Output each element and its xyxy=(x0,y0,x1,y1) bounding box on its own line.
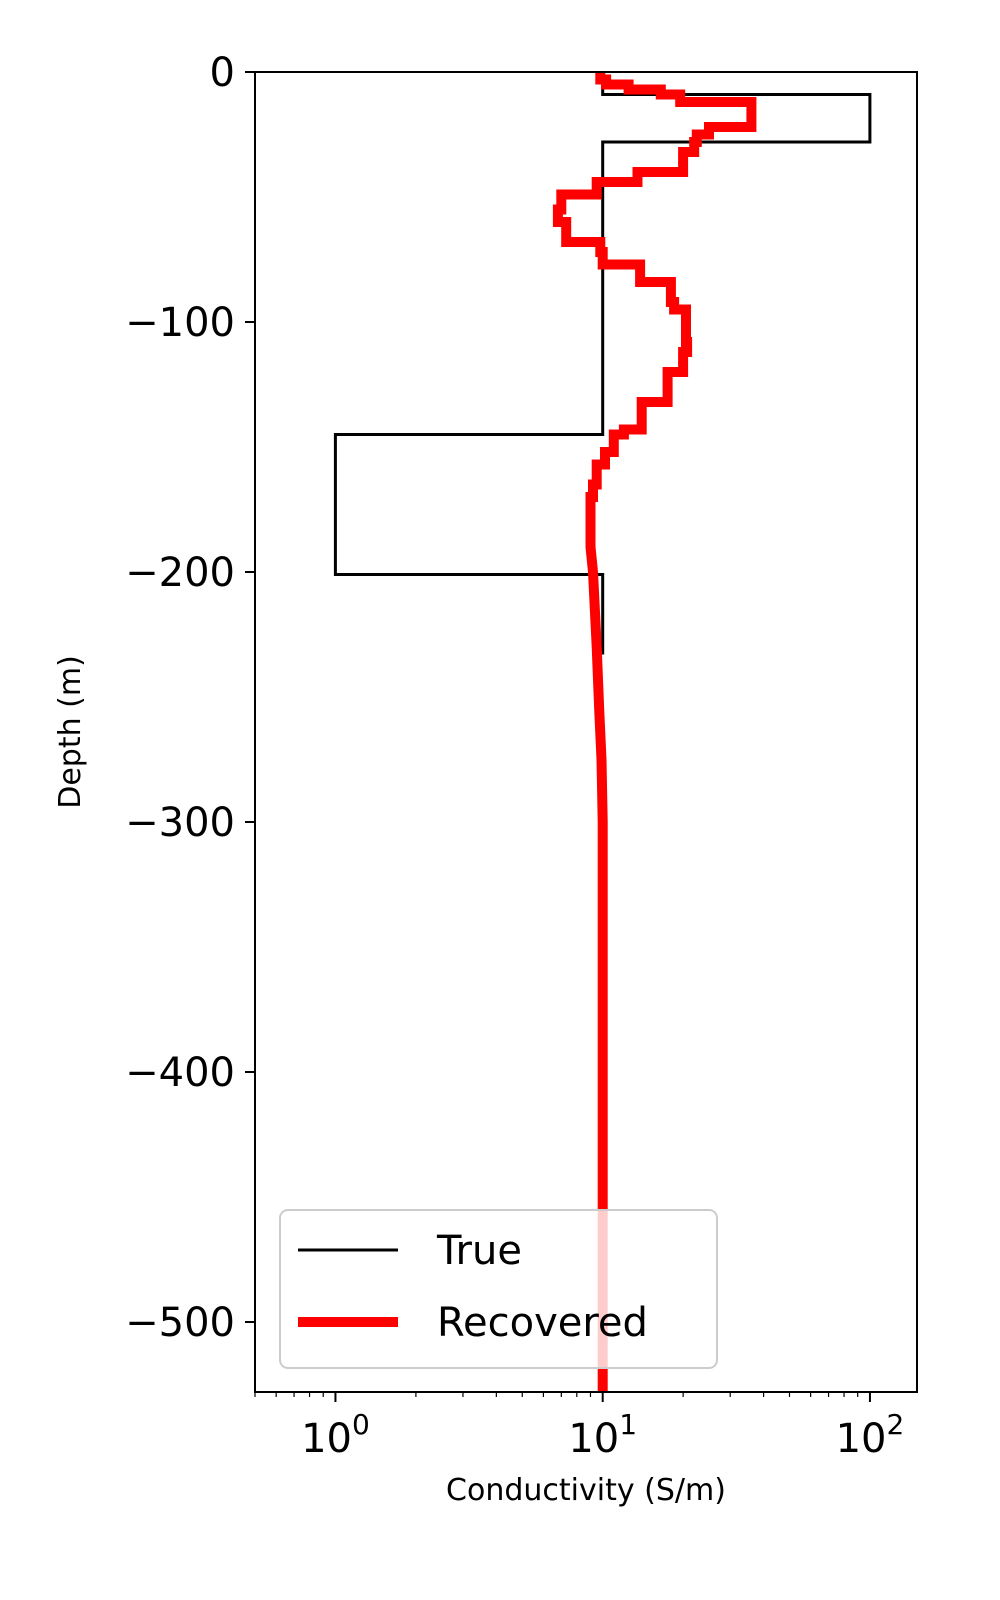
x-tick-label: 101 xyxy=(568,1408,637,1462)
series-line-true xyxy=(333,72,872,655)
plot-area xyxy=(254,71,918,1393)
legend: True Recovered xyxy=(279,1209,718,1369)
legend-label-recovered: Recovered xyxy=(437,1300,648,1346)
x-tick-label: 102 xyxy=(836,1408,905,1462)
y-tick-label: −200 xyxy=(125,550,235,596)
y-tick-label: −500 xyxy=(125,1300,235,1346)
x-axis-title: Conductivity (S/m) xyxy=(446,1473,726,1508)
y-tick-label: 0 xyxy=(210,50,235,96)
y-axis-title: Depth (m) xyxy=(53,655,88,809)
y-tick-label: −400 xyxy=(125,1050,235,1096)
y-tick-label: −300 xyxy=(125,800,235,846)
axes-ticks: 0 −100 −200 −300 −400 −500 100 101 102 xyxy=(125,50,904,1462)
series-line-recovered xyxy=(552,72,757,1392)
series-layer xyxy=(333,72,872,1392)
y-tick-label: −100 xyxy=(125,300,235,346)
legend-label-true: True xyxy=(436,1228,522,1274)
x-tick-label: 100 xyxy=(301,1408,370,1462)
plot-background xyxy=(255,72,917,1392)
plot-frame xyxy=(254,71,918,1393)
